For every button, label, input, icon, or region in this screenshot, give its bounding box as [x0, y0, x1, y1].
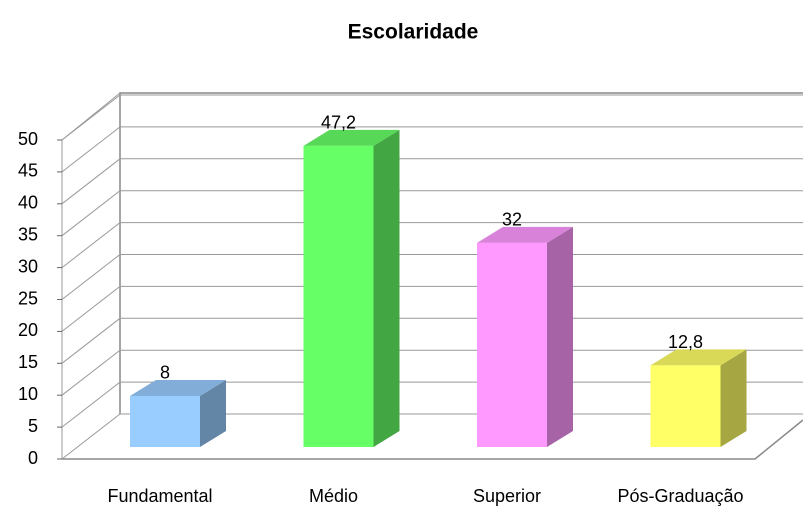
bar-front	[477, 242, 547, 447]
bar-side	[373, 129, 400, 447]
bar-top	[650, 349, 747, 366]
bar-front	[303, 145, 374, 447]
data-label: 8	[160, 363, 170, 383]
grid-line	[61, 413, 803, 460]
chart-title: Escolaridade	[348, 21, 479, 44]
bar	[303, 129, 400, 447]
y-tick-label: 15	[18, 352, 38, 372]
data-label: 47,2	[321, 113, 356, 133]
y-tick-label: 45	[18, 161, 38, 181]
grid-line	[61, 349, 803, 396]
grid-line	[61, 158, 803, 205]
y-tick-label: 25	[18, 288, 38, 308]
bar	[477, 226, 573, 447]
y-tick-label: 20	[18, 320, 38, 340]
y-tick-label: 35	[18, 224, 38, 244]
bar-top	[303, 129, 400, 146]
x-tick-label: Superior	[473, 486, 541, 506]
grid-line	[61, 381, 803, 428]
y-tick-label: 5	[28, 416, 38, 436]
grid-line	[61, 222, 803, 268]
y-tick-label: 10	[18, 384, 38, 404]
bar-front	[650, 365, 721, 447]
bar	[650, 349, 747, 447]
x-tick-label: Fundamental	[107, 486, 212, 506]
grid-line	[61, 94, 803, 141]
grid-line	[61, 190, 803, 237]
bar-front	[130, 395, 200, 447]
y-tick-label: 0	[28, 448, 38, 468]
grid-line	[61, 317, 803, 364]
bar-side	[547, 226, 573, 447]
bar-top	[477, 226, 573, 243]
bar-side	[200, 379, 226, 447]
y-tick-label: 40	[18, 193, 38, 213]
grid-line	[61, 285, 803, 332]
grid-line	[61, 254, 803, 300]
x-tick-label: Médio	[309, 486, 358, 506]
y-tick-label: 50	[18, 129, 38, 149]
x-tick-label: Pós-Graduação	[617, 486, 743, 506]
bar-side	[720, 349, 747, 447]
data-label: 32	[502, 210, 522, 230]
bar	[130, 379, 226, 447]
floor	[62, 419, 803, 460]
bar-top	[130, 379, 226, 396]
data-label: 12,8	[668, 332, 703, 352]
y-tick-label: 30	[18, 256, 38, 276]
grid-line	[61, 126, 803, 173]
